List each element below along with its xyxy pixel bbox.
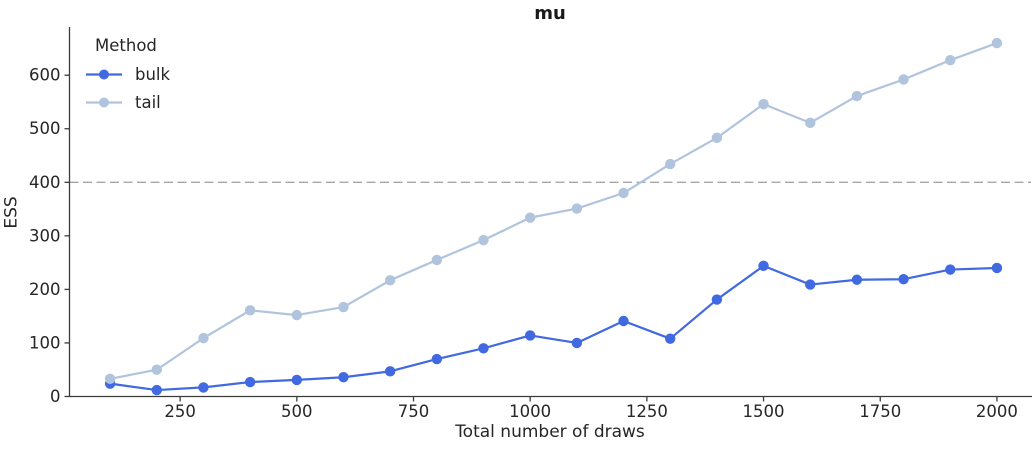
legend-label-tail: tail bbox=[135, 92, 161, 112]
bulk-point bbox=[851, 274, 863, 285]
bulk-point bbox=[384, 366, 396, 377]
bulk-point bbox=[291, 374, 303, 386]
bulk-point bbox=[945, 264, 956, 275]
y-tick-label: 100 bbox=[29, 333, 61, 352]
y-tick-label: 300 bbox=[29, 226, 61, 245]
y-tick-label: 600 bbox=[29, 66, 61, 85]
tail-point bbox=[104, 373, 116, 385]
tail-point bbox=[758, 98, 769, 110]
tail-point bbox=[524, 212, 536, 223]
tail-point bbox=[478, 234, 489, 246]
x-tick-label: 500 bbox=[281, 402, 313, 421]
bulk-point bbox=[244, 376, 256, 388]
bulk-point bbox=[571, 337, 583, 349]
tail-point bbox=[431, 254, 443, 266]
bulk-point bbox=[478, 343, 489, 354]
tail-point bbox=[571, 203, 583, 214]
tail-point bbox=[898, 74, 909, 85]
y-tick-label: 0 bbox=[50, 387, 61, 406]
x-axis-label: Total number of draws bbox=[455, 422, 645, 442]
x-tick-label: 1000 bbox=[509, 402, 551, 421]
x-tick-label: 1750 bbox=[859, 402, 901, 421]
bulk-point bbox=[431, 353, 443, 365]
x-tick-label: 2000 bbox=[976, 402, 1018, 421]
tail-point bbox=[991, 37, 1003, 49]
legend: Method bulk tail bbox=[84, 36, 170, 114]
bulk-point bbox=[338, 372, 349, 383]
bulk-point bbox=[151, 384, 162, 396]
legend-label-bulk: bulk bbox=[135, 64, 171, 84]
x-tick-label: 1500 bbox=[743, 402, 785, 421]
y-tick-label: 200 bbox=[29, 280, 61, 299]
tail-point bbox=[198, 332, 209, 344]
bulk-line bbox=[109, 264, 999, 392]
tail-point bbox=[945, 55, 956, 66]
tail-point bbox=[618, 187, 629, 199]
tail-line-marker-icon bbox=[86, 97, 122, 107]
tail-point bbox=[338, 301, 349, 313]
tail-line bbox=[109, 41, 999, 380]
legend-title: Method bbox=[95, 36, 157, 55]
y-tick-label: 400 bbox=[29, 173, 61, 192]
bulk-point bbox=[198, 382, 209, 393]
tail-point bbox=[244, 305, 256, 316]
bulk-point bbox=[805, 279, 816, 290]
chart-title: mu bbox=[534, 3, 566, 24]
y-axis-label: ESS bbox=[1, 196, 22, 229]
bulk-line-marker-icon bbox=[86, 69, 122, 79]
y-tick-label: 500 bbox=[29, 119, 61, 138]
tail-point bbox=[151, 364, 162, 375]
tail-point bbox=[711, 132, 723, 144]
bulk-point bbox=[898, 274, 909, 285]
tail-point bbox=[805, 117, 816, 129]
tail-point bbox=[851, 90, 863, 102]
tail-point bbox=[384, 275, 396, 286]
bulk-point bbox=[758, 260, 769, 272]
x-tick-label: 250 bbox=[164, 402, 196, 421]
legend-item-tail: tail bbox=[84, 90, 170, 114]
bulk-point bbox=[524, 330, 536, 341]
bulk-point bbox=[618, 315, 629, 327]
bulk-point bbox=[665, 333, 676, 344]
legend-item-bulk: bulk bbox=[84, 62, 170, 86]
bulk-point bbox=[711, 294, 723, 305]
tail-point bbox=[665, 158, 676, 170]
tail-point bbox=[291, 309, 303, 321]
x-tick-label: 750 bbox=[398, 402, 430, 421]
x-tick-label: 1250 bbox=[626, 402, 668, 421]
bulk-point bbox=[991, 262, 1003, 274]
